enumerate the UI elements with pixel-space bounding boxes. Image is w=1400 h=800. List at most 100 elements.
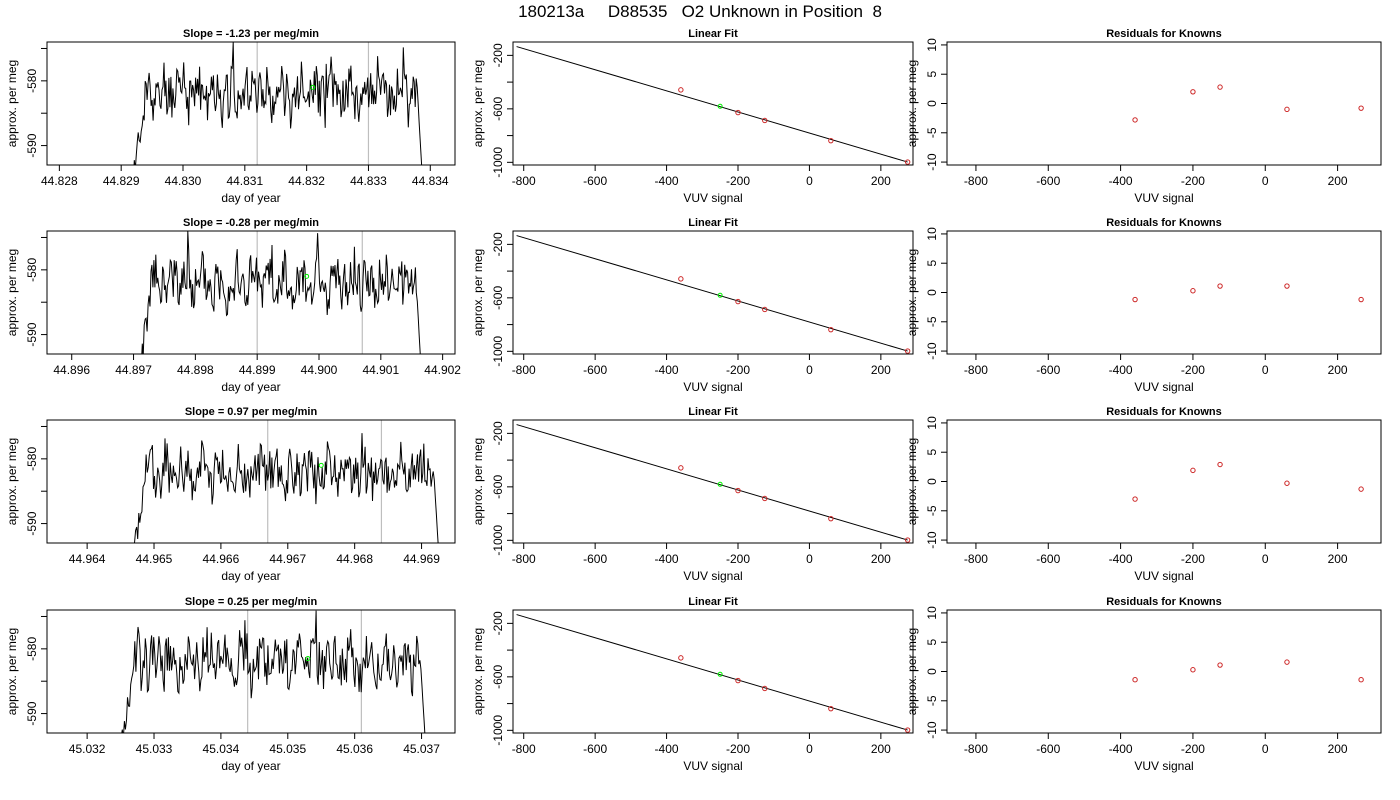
x-tick-label: -800 — [964, 363, 988, 377]
x-tick-label: -200 — [726, 552, 750, 566]
x-tick-label: 45.037 — [403, 742, 440, 756]
plot-area — [1132, 84, 1364, 123]
x-tick-label: 200 — [1328, 174, 1348, 188]
panel-1-3: Residuals for Knowns VUV signal approx. pe… — [905, 28, 1382, 205]
known-point — [678, 465, 684, 471]
plot-area — [133, 420, 439, 543]
x-tick-label: -800 — [512, 363, 536, 377]
y-axis-label: approx. per meg — [471, 249, 485, 336]
x-axis-label: day of year — [221, 569, 280, 583]
x-tick-label: 200 — [871, 363, 891, 377]
x-tick-label: 44.828 — [41, 174, 78, 188]
plot-area — [141, 231, 421, 354]
x-tick-label: -400 — [655, 742, 679, 756]
y-axis-label: approx. per meg — [905, 249, 919, 336]
signal-trace — [133, 433, 439, 543]
known-point — [762, 306, 768, 313]
known-point — [1284, 480, 1290, 486]
x-tick-label: -400 — [1109, 363, 1133, 377]
x-tick-label: 44.898 — [177, 363, 214, 377]
x-tick-label: -400 — [655, 363, 679, 377]
y-tick-label: 5 — [925, 449, 939, 456]
x-tick-label: -600 — [583, 363, 607, 377]
x-tick-label: -800 — [512, 552, 536, 566]
plot-area — [1132, 461, 1364, 502]
x-tick-label: 44.967 — [269, 552, 306, 566]
signal-trace — [141, 231, 421, 354]
panel-3-3: Residuals for Knowns VUV signal approx. pe… — [905, 406, 1382, 583]
known-point — [828, 326, 834, 333]
x-axis-label: day of year — [221, 759, 280, 773]
x-axis-label: VUV signal — [683, 569, 742, 583]
x-tick-label: 44.896 — [53, 363, 90, 377]
y-tick-label: -580 — [25, 258, 39, 282]
x-tick-label: 0 — [806, 552, 813, 566]
x-tick-label: 45.033 — [136, 742, 173, 756]
y-tick-label: -5 — [925, 316, 939, 327]
y-tick-label: -600 — [491, 286, 505, 310]
x-axis-label: VUV signal — [1134, 569, 1193, 583]
x-tick-label: -800 — [512, 742, 536, 756]
y-axis-label: approx. per meg — [905, 438, 919, 525]
y-tick-label: -600 — [491, 97, 505, 121]
y-tick-label: 10 — [925, 38, 939, 52]
panel-4-1: Slope = 0.25 per meg/min day of year appro… — [5, 596, 456, 773]
unknown-point — [717, 103, 723, 109]
x-tick-label: 200 — [871, 742, 891, 756]
known-point — [904, 727, 911, 733]
page-title: 180213a D88535 O2 Unknown in Position 8 — [518, 2, 882, 21]
y-tick-label: -200 — [491, 611, 505, 635]
chart-title: Slope = -0.28 per meg/min — [183, 217, 319, 229]
x-tick-label: 44.832 — [288, 174, 325, 188]
x-tick-label: 0 — [1262, 174, 1269, 188]
chart-title: Residuals for Knowns — [1106, 28, 1222, 40]
panel-2-1: Slope = -0.28 per meg/min day of year appr… — [5, 217, 461, 394]
known-point — [1132, 496, 1138, 502]
x-axis-label: VUV signal — [1134, 191, 1193, 205]
known-point — [1358, 486, 1364, 492]
x-tick-label: 200 — [871, 174, 891, 188]
plot-area — [121, 610, 426, 733]
y-tick-label: 5 — [925, 71, 939, 78]
known-point — [904, 348, 911, 354]
y-tick-label: -590 — [25, 133, 39, 157]
panel-3-1: Slope = 0.97 per meg/min day of year appro… — [5, 406, 456, 583]
y-axis-label: approx. per meg — [5, 249, 19, 336]
y-axis-label: approx. per meg — [471, 628, 485, 715]
y-tick-label: 0 — [925, 668, 939, 675]
y-axis-label: approx. per meg — [5, 438, 19, 525]
y-tick-label: -5 — [925, 127, 939, 138]
chart-title: Linear Fit — [688, 217, 738, 229]
chart-title: Residuals for Knowns — [1106, 217, 1222, 229]
panel-1-1: Slope = -1.23 per meg/min day of year appr… — [5, 28, 456, 205]
chart-title: Linear Fit — [688, 596, 738, 608]
chart-title: Linear Fit — [688, 28, 738, 40]
x-tick-label: -600 — [583, 742, 607, 756]
y-tick-label: 10 — [925, 227, 939, 241]
chart-title: Slope = 0.25 per meg/min — [185, 596, 318, 608]
unknown-point — [717, 481, 723, 487]
y-tick-label: -5 — [925, 695, 939, 706]
x-tick-label: 44.834 — [412, 174, 449, 188]
known-point — [678, 87, 684, 93]
known-point — [828, 705, 834, 712]
y-tick-label: -1000 — [491, 336, 505, 367]
x-tick-label: 44.902 — [424, 363, 461, 377]
plot-area — [516, 424, 911, 543]
panel-4-3: Residuals for Knowns VUV signal approx. pe… — [905, 596, 1382, 773]
y-tick-label: 5 — [925, 260, 939, 267]
x-tick-label: 200 — [1328, 363, 1348, 377]
y-tick-label: -1000 — [491, 147, 505, 178]
known-point — [904, 537, 911, 543]
y-axis-label: approx. per meg — [5, 60, 19, 147]
x-tick-label: 44.901 — [362, 363, 399, 377]
y-tick-label: 10 — [925, 606, 939, 620]
y-tick-label: -580 — [25, 447, 39, 471]
x-axis-label: VUV signal — [1134, 759, 1193, 773]
x-tick-label: -200 — [726, 742, 750, 756]
plot-frame — [46, 419, 456, 544]
x-tick-label: -200 — [726, 363, 750, 377]
x-axis-label: VUV signal — [683, 191, 742, 205]
x-axis-label: VUV signal — [683, 380, 742, 394]
